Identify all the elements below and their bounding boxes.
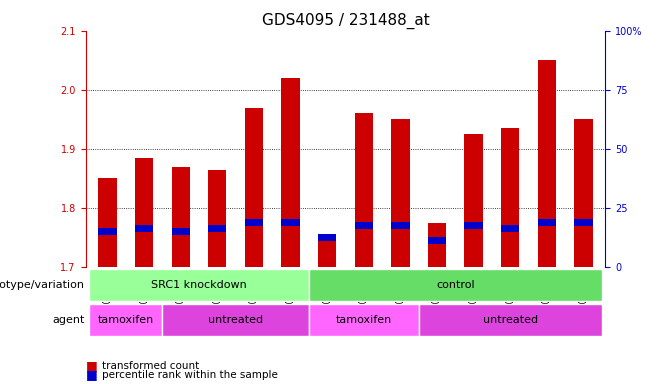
Text: SRC1 knockdown: SRC1 knockdown: [151, 280, 247, 290]
Bar: [135, 225, 153, 232]
Bar: [245, 219, 263, 226]
Text: genotype/variation: genotype/variation: [0, 280, 85, 290]
Bar: [465, 222, 483, 229]
Bar: [392, 222, 409, 229]
Bar: [428, 237, 446, 244]
Bar: [574, 119, 593, 267]
Bar: [318, 234, 336, 241]
Bar: [282, 219, 299, 226]
Text: ■: ■: [86, 368, 97, 381]
FancyBboxPatch shape: [89, 269, 309, 301]
Bar: [355, 222, 373, 229]
Text: tamoxifen: tamoxifen: [97, 315, 154, 325]
Title: GDS4095 / 231488_at: GDS4095 / 231488_at: [262, 13, 429, 29]
Text: transformed count: transformed count: [102, 361, 199, 371]
FancyBboxPatch shape: [163, 304, 309, 336]
Bar: [98, 228, 116, 235]
Bar: [318, 235, 336, 267]
Bar: [172, 167, 190, 267]
FancyBboxPatch shape: [309, 304, 418, 336]
FancyBboxPatch shape: [89, 304, 163, 336]
Bar: [501, 225, 519, 232]
Bar: [208, 225, 226, 232]
Text: tamoxifen: tamoxifen: [336, 315, 392, 325]
Bar: [245, 108, 263, 267]
Bar: [392, 119, 409, 267]
Bar: [465, 134, 483, 267]
Bar: [538, 60, 556, 267]
Text: untreated: untreated: [482, 315, 538, 325]
Bar: [501, 128, 519, 267]
Bar: [135, 158, 153, 267]
Bar: [172, 228, 190, 235]
Text: control: control: [436, 280, 474, 290]
Text: percentile rank within the sample: percentile rank within the sample: [102, 370, 278, 380]
FancyBboxPatch shape: [418, 304, 601, 336]
Bar: [355, 113, 373, 267]
Bar: [428, 223, 446, 267]
Text: untreated: untreated: [208, 315, 263, 325]
Bar: [98, 179, 116, 267]
FancyBboxPatch shape: [309, 269, 601, 301]
Text: agent: agent: [53, 315, 85, 325]
Text: ■: ■: [86, 359, 97, 372]
Bar: [208, 170, 226, 267]
Bar: [574, 219, 593, 226]
Bar: [282, 78, 299, 267]
Bar: [538, 219, 556, 226]
